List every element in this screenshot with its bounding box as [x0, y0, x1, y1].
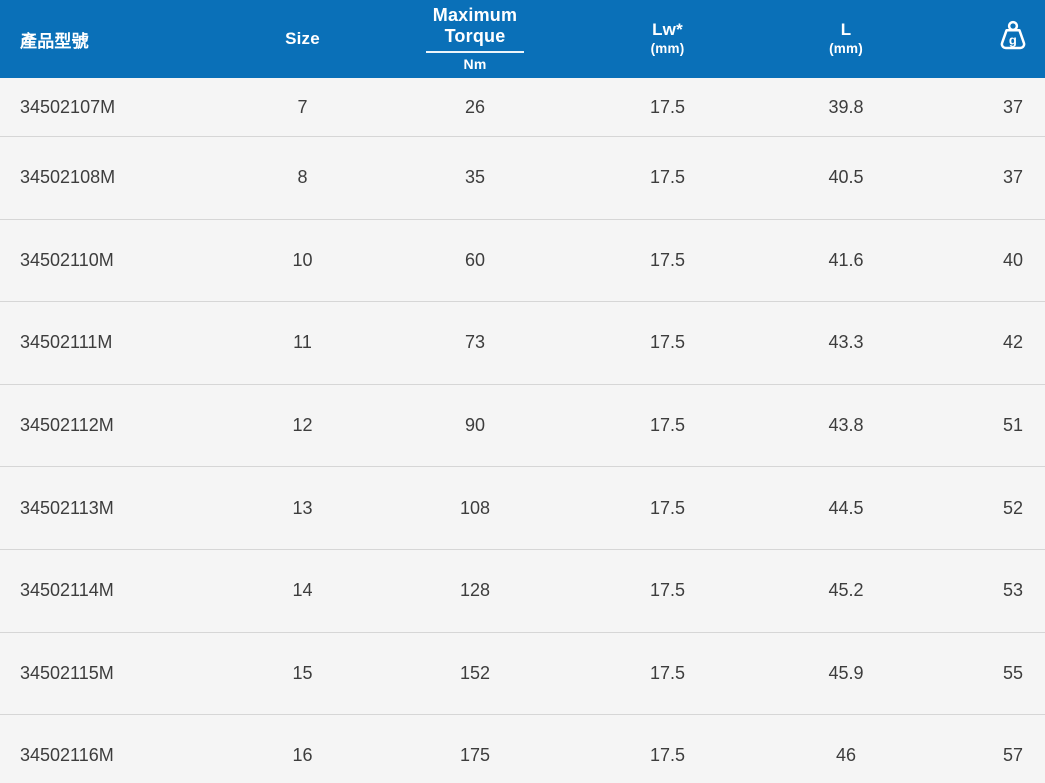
cell-size: 14	[292, 580, 313, 601]
cell-lw: 17.5	[649, 167, 686, 188]
table-body: 34502107M 7 26 17.5 39.8 37 34502108M 8 …	[0, 78, 1045, 783]
cell-max-torque: 175	[459, 745, 491, 766]
cell-model: 34502115M	[20, 662, 114, 683]
cell-size: 8	[297, 167, 308, 188]
cell-l: 43.3	[828, 332, 864, 353]
table-row: 34502114M 14 128 17.5 45.2 53	[0, 548, 1045, 632]
cell-model: 34502108M	[20, 167, 116, 188]
cell-model: 34502112M	[20, 415, 114, 436]
cell-max-torque: 152	[459, 662, 491, 683]
max-torque-unit: Nm	[463, 55, 487, 72]
cell-lw: 17.5	[649, 415, 686, 436]
cell-weight: 37	[1002, 96, 1023, 117]
cell-size: 11	[293, 332, 312, 353]
column-header-weight: g	[932, 0, 1045, 78]
cell-l: 39.8	[828, 96, 864, 117]
cell-size: 16	[292, 745, 313, 766]
weight-unit-label: g	[1009, 33, 1017, 48]
cell-l: 44.5	[828, 497, 864, 518]
cell-weight: 40	[1002, 249, 1023, 270]
l-unit: (mm)	[829, 41, 863, 57]
cell-model: 34502114M	[20, 580, 114, 601]
cell-size: 12	[292, 415, 313, 436]
cell-weight: 53	[1002, 580, 1023, 601]
cell-l: 45.2	[828, 580, 864, 601]
cell-weight: 42	[1002, 332, 1023, 353]
cell-lw: 17.5	[649, 332, 686, 353]
cell-max-torque: 73	[464, 332, 486, 353]
column-header-l: L (mm)	[760, 0, 932, 78]
column-header-max-torque: Maximum Torque Nm	[375, 0, 575, 78]
cell-max-torque: 60	[464, 249, 486, 270]
cell-size: 7	[297, 96, 308, 117]
cell-max-torque: 35	[464, 167, 486, 188]
cell-max-torque: 26	[464, 96, 486, 117]
cell-lw: 17.5	[649, 745, 686, 766]
column-header-model: 產品型號	[0, 0, 230, 78]
cell-l: 41.6	[828, 249, 864, 270]
cell-size: 10	[292, 249, 313, 270]
cell-weight: 51	[1002, 415, 1023, 436]
table-row: 34502107M 7 26 17.5 39.8 37	[0, 78, 1045, 136]
cell-lw: 17.5	[649, 249, 686, 270]
cell-lw: 17.5	[649, 662, 686, 683]
table-row: 34502115M 15 152 17.5 45.9 55	[0, 631, 1045, 715]
weight-gram-icon: g	[1000, 20, 1026, 50]
cell-lw: 17.5	[649, 497, 686, 518]
cell-model: 34502110M	[20, 249, 114, 270]
table-row: 34502116M 16 175 17.5 46 57	[0, 714, 1045, 783]
column-header-model-label: 產品型號	[20, 31, 89, 51]
cell-l: 45.9	[828, 662, 864, 683]
column-header-size-label: Size	[285, 29, 320, 48]
cell-max-torque: 90	[464, 415, 486, 436]
l-label: L	[840, 19, 852, 39]
table-row: 34502112M 12 90 17.5 43.8 51	[0, 383, 1045, 467]
cell-lw: 17.5	[649, 96, 686, 117]
cell-lw: 17.5	[649, 580, 686, 601]
cell-model: 34502113M	[20, 497, 114, 518]
cell-size: 13	[292, 497, 313, 518]
cell-weight: 57	[1002, 745, 1023, 766]
column-header-lw: Lw* (mm)	[575, 0, 760, 78]
lw-unit: (mm)	[650, 41, 685, 57]
table-header-row: 產品型號 Size Maximum Torque Nm Lw* (mm) L (…	[0, 0, 1045, 78]
max-torque-label: Maximum Torque	[426, 5, 524, 53]
table-row: 34502113M 13 108 17.5 44.5 52	[0, 466, 1045, 549]
table-row: 34502108M 8 35 17.5 40.5 37	[0, 136, 1045, 219]
cell-weight: 55	[1002, 662, 1023, 683]
lw-label: Lw*	[652, 19, 683, 39]
cell-max-torque: 128	[459, 580, 491, 601]
cell-l: 40.5	[828, 167, 864, 188]
cell-weight: 52	[1002, 497, 1023, 518]
cell-l: 43.8	[828, 415, 864, 436]
cell-model: 34502107M	[20, 96, 116, 117]
cell-model: 34502116M	[20, 745, 114, 766]
cell-weight: 37	[1002, 167, 1023, 188]
cell-model: 34502111M	[20, 332, 113, 353]
cell-max-torque: 108	[459, 497, 491, 518]
column-header-size: Size	[230, 0, 375, 78]
table-row: 34502111M 11 73 17.5 43.3 42	[0, 301, 1045, 384]
table-row: 34502110M 10 60 17.5 41.6 40	[0, 218, 1045, 302]
cell-l: 46	[835, 745, 857, 766]
cell-size: 15	[292, 662, 313, 683]
